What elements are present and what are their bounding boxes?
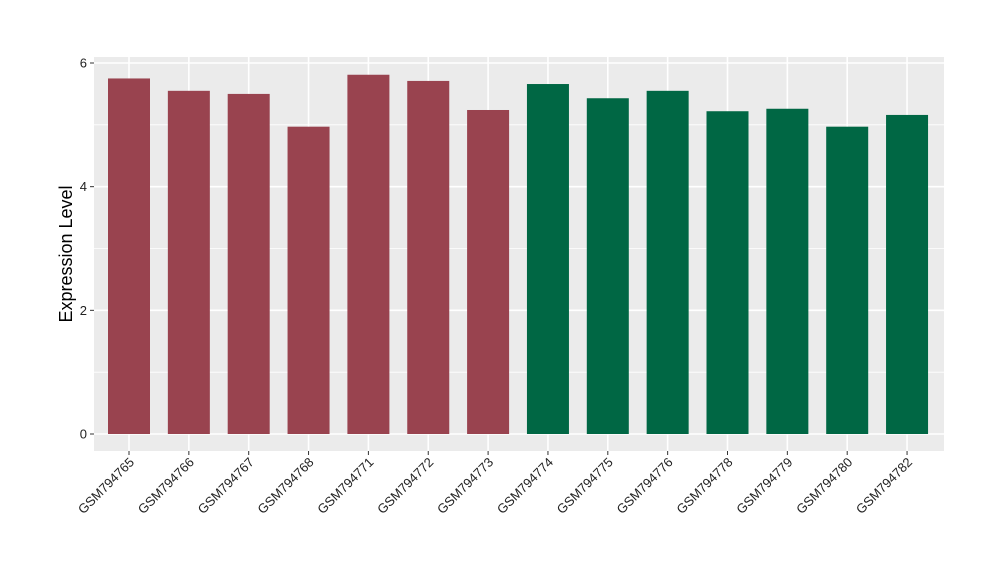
y-axis: 0 2 4 6 [80,56,94,442]
x-tick-label: GSM794772 [374,455,436,517]
bar-GSM794765 [108,78,150,434]
bar-GSM794773 [467,109,510,434]
x-tick-label: GSM794766 [135,455,197,517]
y-tick-label: 6 [80,56,87,71]
bar-GSM794774 [526,84,569,435]
bar-GSM794766 [167,90,210,434]
x-tick-label: GSM794778 [673,455,735,517]
x-tick-label: GSM794774 [494,455,556,517]
x-tick-label: GSM794782 [853,455,915,517]
bar-GSM794768 [287,126,330,435]
bar-GSM794782 [886,114,929,434]
x-tick-label: GSM794775 [554,455,616,517]
y-tick-label: 2 [80,303,87,318]
plot-panel [94,57,944,451]
x-tick-label: GSM794776 [614,455,676,517]
bar-GSM794767 [227,93,270,435]
bar-GSM794771 [347,74,390,434]
bar-GSM794772 [407,80,450,434]
y-tick-label: 0 [80,427,87,442]
y-tick-label: 4 [80,179,87,194]
x-tick-label: GSM794780 [793,455,855,517]
x-axis: GSM794765GSM794766GSM794767GSM794768GSM7… [75,451,915,517]
x-tick-label: GSM794767 [195,455,257,517]
y-axis-title: Expression Level [56,185,76,322]
bar-GSM794775 [586,98,629,435]
x-tick-label: GSM794771 [314,455,376,517]
bar-GSM794778 [706,111,749,434]
x-tick-label: GSM794779 [733,455,795,517]
bar-GSM794779 [766,108,809,435]
bars [108,74,929,435]
bar-GSM794776 [646,90,689,434]
x-tick-label: GSM794768 [254,455,316,517]
bar-GSM794780 [826,126,869,435]
x-tick-label: GSM794765 [75,455,137,517]
x-tick-label: GSM794773 [434,455,496,517]
